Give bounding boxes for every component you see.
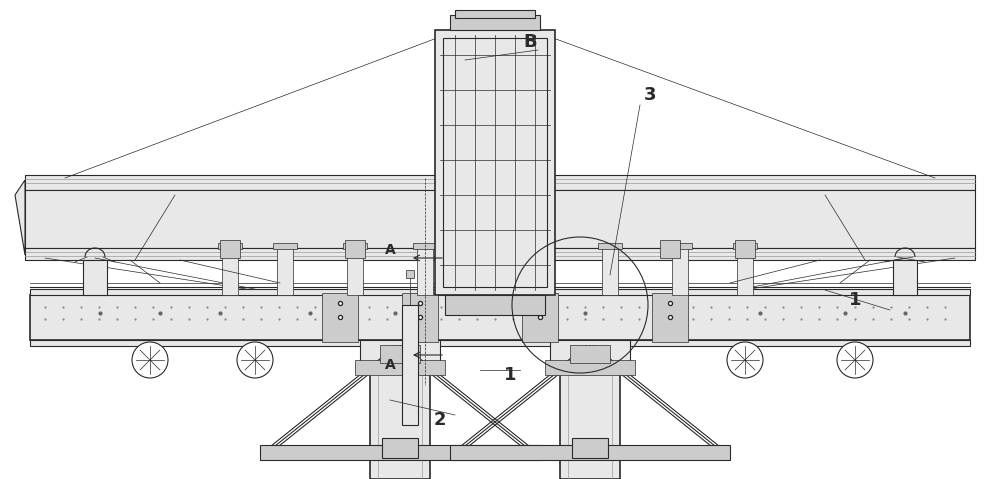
Bar (532, 245, 548, 295)
Bar (322, 293, 358, 342)
Text: 2: 2 (434, 411, 446, 429)
Bar (277, 245, 293, 295)
Bar (893, 260, 917, 295)
Bar (25, 190, 975, 248)
Bar (30, 289, 970, 295)
Bar (522, 293, 558, 342)
Text: A: A (385, 358, 395, 372)
Bar (406, 270, 414, 278)
Bar (530, 240, 550, 258)
Bar (370, 340, 430, 479)
Text: 1: 1 (504, 366, 516, 384)
Bar (598, 243, 622, 249)
Circle shape (132, 342, 168, 378)
Bar (273, 243, 297, 249)
Polygon shape (15, 180, 25, 255)
Bar (413, 243, 437, 249)
Circle shape (727, 342, 763, 378)
Bar (572, 438, 608, 458)
Bar (545, 360, 635, 375)
Bar (83, 260, 107, 295)
Bar (465, 240, 485, 258)
Bar (450, 15, 540, 30)
Circle shape (837, 342, 873, 378)
Bar (602, 245, 618, 295)
Bar (30, 340, 970, 346)
Bar (450, 445, 730, 460)
Bar (218, 243, 242, 249)
Bar (672, 245, 688, 295)
Bar (25, 248, 975, 260)
Bar (435, 30, 555, 295)
Bar (402, 293, 438, 342)
Bar (652, 293, 688, 342)
Bar (220, 240, 240, 258)
Bar (222, 245, 238, 295)
Bar (345, 240, 365, 258)
Bar (32, 293, 968, 346)
Bar (382, 438, 418, 458)
Bar (347, 245, 363, 295)
Bar (402, 305, 418, 425)
Bar (343, 243, 367, 249)
Bar (668, 243, 692, 249)
Text: 3: 3 (644, 86, 656, 104)
Bar (443, 38, 547, 287)
Bar (355, 360, 445, 375)
Bar (260, 445, 540, 460)
Bar (30, 295, 970, 340)
Bar (735, 240, 755, 258)
Bar (360, 340, 440, 365)
Bar (380, 345, 420, 363)
Bar (660, 240, 680, 258)
Bar (570, 345, 610, 363)
Bar (560, 340, 620, 479)
Bar (455, 10, 535, 18)
Bar (417, 245, 433, 295)
Bar (737, 245, 753, 295)
Bar (445, 295, 545, 315)
Bar (25, 175, 975, 190)
Bar (550, 340, 630, 365)
Circle shape (237, 342, 273, 378)
Text: 1: 1 (849, 291, 861, 309)
Text: B: B (523, 33, 537, 51)
Bar (528, 243, 552, 249)
Bar (733, 243, 757, 249)
Text: A: A (385, 243, 395, 257)
